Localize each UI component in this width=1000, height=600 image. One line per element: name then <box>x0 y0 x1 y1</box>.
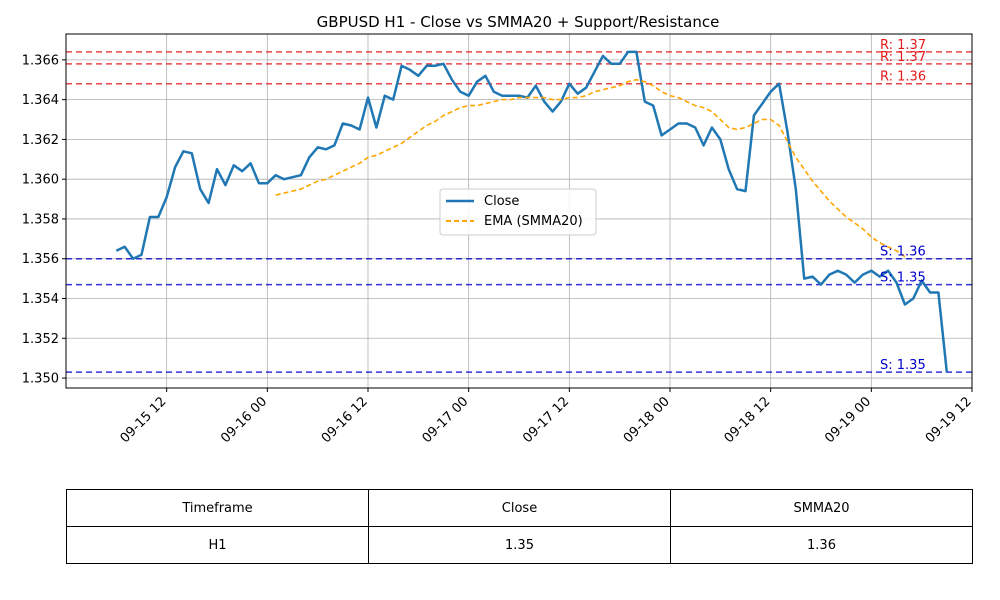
y-tick-label: 1.362 <box>22 133 59 148</box>
smma-series-line <box>275 78 906 258</box>
support-label: S: 1.35 <box>880 358 926 373</box>
summary-table: Timeframe Close SMMA20 H1 1.35 1.36 <box>66 489 973 564</box>
legend-label-smma: EMA (SMMA20) <box>484 214 583 229</box>
table-header-row: Timeframe Close SMMA20 <box>66 489 973 527</box>
plot-frame <box>65 33 973 389</box>
table-header-cell: Timeframe <box>66 489 369 527</box>
resistance-label: R: 1.37 <box>880 50 926 65</box>
table-row: H1 1.35 1.36 <box>66 526 973 564</box>
x-tick-label: 09-19 00 <box>822 394 874 446</box>
table-header-cell: SMMA20 <box>670 489 973 527</box>
x-tick-label: 09-16 00 <box>218 394 270 446</box>
support-label: S: 1.36 <box>880 245 926 260</box>
y-tick-label: 1.352 <box>22 332 59 347</box>
legend-label-close: Close <box>484 194 519 209</box>
table-cell: H1 <box>66 526 369 564</box>
y-tick-label: 1.364 <box>22 93 59 108</box>
table-cell: 1.35 <box>368 526 671 564</box>
legend-box <box>439 188 597 236</box>
x-tick-label: 09-18 12 <box>722 394 774 446</box>
resistance-label: R: 1.37 <box>880 38 926 53</box>
y-tick-label: 1.356 <box>22 252 59 267</box>
x-tick-label: 09-19 12 <box>923 394 975 446</box>
x-tick-label: 09-18 00 <box>621 394 673 446</box>
close-series-line <box>115 50 949 373</box>
table-header-cell: Close <box>368 489 671 527</box>
support-label: S: 1.35 <box>880 271 926 286</box>
axis-ticks: 09-15 12 09-16 00 09-16 12 09-17 00 09-17 12… <box>22 53 975 446</box>
x-tick-label: 09-17 12 <box>520 394 572 446</box>
y-tick-label: 1.360 <box>22 173 59 188</box>
line-labels: R: 1.37R: 1.37 R: 1.36 S: 1.36 S: 1.35 S: 1.… <box>880 38 926 373</box>
table-cell: 1.36 <box>670 526 973 564</box>
series-lines <box>115 50 949 373</box>
x-tick-label: 09-17 00 <box>420 394 472 446</box>
y-tick-label: 1.350 <box>22 372 59 387</box>
chart-svg: GBPUSD H1 - Close vs SMMA20 + Support/Re… <box>22 13 975 446</box>
legend: Close EMA (SMMA20) <box>439 188 597 236</box>
y-tick-label: 1.366 <box>22 53 59 68</box>
x-tick-label: 09-15 12 <box>118 394 170 446</box>
y-tick-label: 1.354 <box>22 292 59 307</box>
x-tick-label: 09-16 12 <box>319 394 371 446</box>
y-tick-label: 1.358 <box>22 212 59 227</box>
chart-title: GBPUSD H1 - Close vs SMMA20 + Support/Re… <box>317 13 720 31</box>
resistance-label: R: 1.36 <box>880 70 926 85</box>
